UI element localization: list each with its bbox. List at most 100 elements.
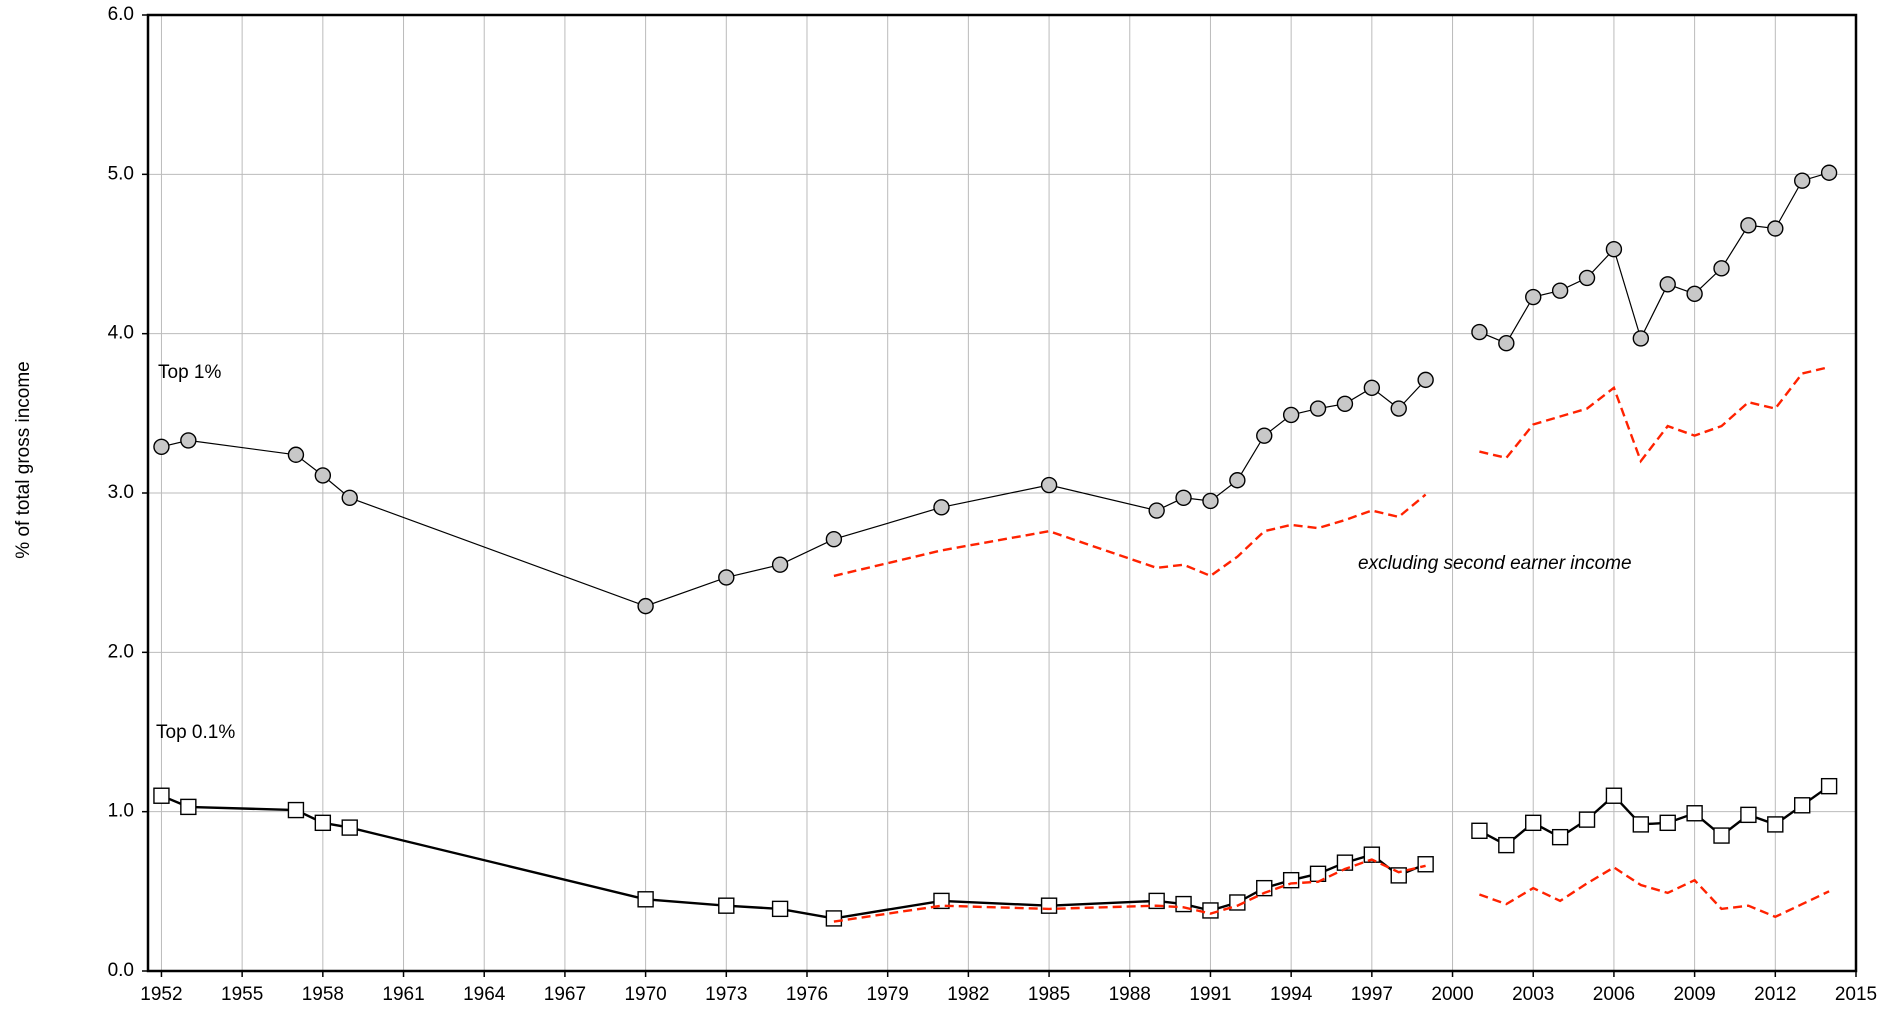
- marker: [718, 897, 735, 914]
- marker: [1820, 777, 1838, 795]
- marker: [1148, 892, 1165, 910]
- marker: [1256, 427, 1273, 444]
- marker: [1363, 846, 1381, 863]
- marker: [1498, 836, 1515, 854]
- marker: [1202, 902, 1219, 919]
- marker: [341, 819, 358, 836]
- marker: [1175, 489, 1192, 506]
- plot-frame: [146, 13, 1858, 973]
- marker: [1713, 827, 1730, 844]
- marker: [1525, 288, 1542, 306]
- series-line: [160, 785, 1830, 920]
- marker: [180, 798, 197, 816]
- x-tick-label: 2012: [1754, 984, 1796, 1005]
- marker: [1471, 323, 1488, 341]
- marker: [1309, 400, 1327, 417]
- marker: [1551, 828, 1569, 846]
- y-tick-label: 2.0: [108, 641, 134, 662]
- marker: [1659, 276, 1676, 293]
- x-tick-label: 2003: [1512, 984, 1554, 1005]
- marker: [1632, 330, 1650, 347]
- marker: [1551, 282, 1569, 299]
- x-tick-label: 1982: [947, 984, 989, 1005]
- marker: [287, 446, 305, 463]
- marker: [153, 787, 170, 804]
- x-tick-label: 2006: [1593, 984, 1635, 1005]
- y-tick-label: 4.0: [108, 323, 134, 344]
- annotation: excluding second earner income: [1358, 553, 1632, 574]
- marker: [1363, 379, 1381, 397]
- x-tick-label: 1994: [1270, 984, 1313, 1005]
- marker: [1040, 476, 1058, 494]
- marker: [314, 467, 332, 484]
- marker: [1525, 814, 1542, 832]
- marker: [1659, 814, 1676, 832]
- x-tick-label: 1976: [786, 984, 828, 1005]
- marker: [341, 489, 358, 506]
- marker: [1767, 816, 1784, 833]
- x-tick-label: 1961: [382, 984, 424, 1005]
- marker: [1202, 492, 1219, 510]
- marker: [1148, 502, 1165, 519]
- marker: [314, 814, 332, 832]
- marker: [180, 432, 197, 449]
- x-tick-label: 1973: [705, 984, 747, 1005]
- x-tick-label: 2009: [1673, 984, 1715, 1005]
- marker: [1578, 811, 1596, 828]
- marker: [1282, 871, 1300, 889]
- marker: [1820, 164, 1838, 181]
- marker: [1686, 285, 1703, 303]
- marker: [1417, 856, 1434, 873]
- marker: [1686, 805, 1703, 822]
- marker: [1336, 395, 1354, 412]
- x-tick-label: 1988: [1109, 984, 1151, 1005]
- marker: [1390, 400, 1407, 417]
- marker: [1767, 220, 1784, 237]
- marker: [1605, 787, 1623, 804]
- marker: [1740, 217, 1757, 234]
- y-tick-label: 0.0: [108, 960, 134, 981]
- marker: [1040, 897, 1058, 914]
- marker: [771, 556, 789, 573]
- y-tick-label: 3.0: [108, 482, 134, 503]
- marker: [1794, 797, 1811, 814]
- x-tick-label: 1985: [1028, 984, 1070, 1005]
- x-tick-label: 1964: [463, 984, 506, 1005]
- marker: [287, 801, 305, 819]
- x-tick-label: 1997: [1351, 984, 1393, 1005]
- y-axis-label: % of total gross income: [13, 361, 34, 558]
- marker: [1282, 406, 1300, 424]
- marker: [1578, 269, 1596, 287]
- x-tick-label: 1955: [221, 984, 263, 1005]
- marker: [1740, 806, 1757, 824]
- marker: [1605, 241, 1623, 258]
- x-tick-label: 1967: [544, 984, 586, 1005]
- series-line: [833, 858, 1830, 923]
- marker: [1713, 260, 1730, 277]
- marker: [637, 891, 654, 908]
- series-line: [833, 365, 1830, 578]
- annotation: Top 1%: [158, 362, 221, 383]
- marker: [153, 438, 170, 455]
- x-tick-label: 1979: [867, 984, 909, 1005]
- x-tick-label: 1991: [1189, 984, 1231, 1005]
- annotation: Top 0.1%: [156, 722, 235, 743]
- x-tick-label: 1958: [302, 984, 344, 1005]
- y-tick-label: 6.0: [108, 4, 134, 25]
- marker: [1794, 172, 1811, 189]
- x-tick-label: 1970: [624, 984, 666, 1005]
- marker: [1229, 472, 1246, 489]
- y-tick-label: 5.0: [108, 163, 134, 184]
- x-tick-label: 1952: [140, 984, 182, 1005]
- marker: [1498, 335, 1515, 352]
- series-line: [161, 172, 1830, 607]
- marker: [1417, 371, 1434, 389]
- x-tick-label: 2015: [1835, 984, 1877, 1005]
- marker: [771, 900, 789, 918]
- marker: [637, 597, 654, 615]
- marker: [933, 499, 950, 516]
- x-tick-label: 2000: [1431, 984, 1473, 1005]
- marker: [825, 910, 843, 927]
- marker: [1471, 822, 1488, 839]
